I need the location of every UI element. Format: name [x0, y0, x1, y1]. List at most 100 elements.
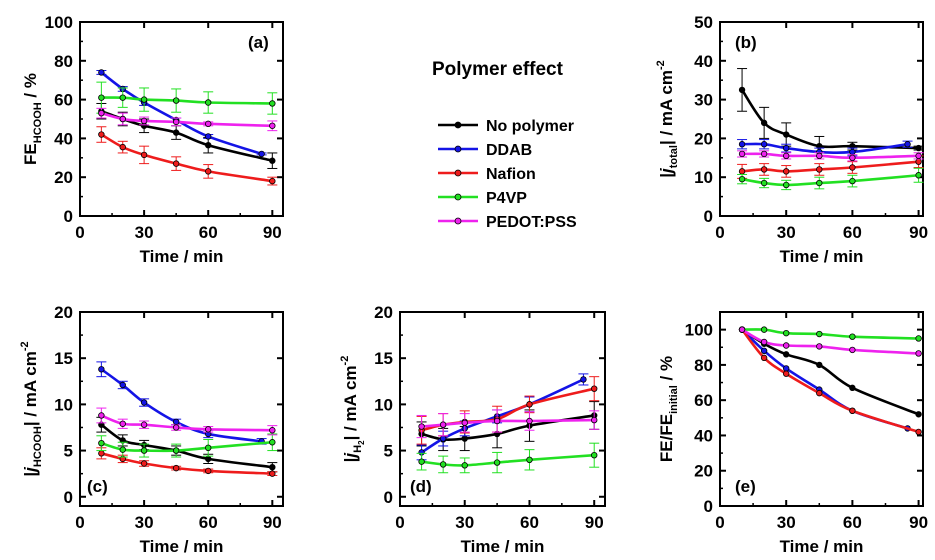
data-point [760, 354, 768, 362]
data-point [849, 407, 856, 414]
y-axis-title-tail: | / mA cm [21, 351, 40, 426]
data-point [526, 401, 533, 408]
y-tick-label: 80 [694, 356, 713, 375]
legend-title: Polymer effect [432, 59, 564, 80]
data-point [816, 166, 823, 173]
x-tick-label: 30 [135, 513, 154, 532]
series-pedot-pss [738, 326, 922, 357]
legend-swatch-marker [454, 217, 462, 225]
x-tick-label: 60 [843, 513, 862, 532]
x-tick-label: 90 [585, 513, 604, 532]
y-axis-title-sup: -2 [19, 341, 31, 351]
legend-label: No polymer [486, 118, 574, 135]
data-point [98, 366, 105, 373]
data-point [172, 160, 180, 167]
data-point [461, 462, 468, 469]
x-tick-label: 90 [263, 513, 282, 532]
x-tick-label: 0 [395, 513, 404, 532]
data-point [738, 86, 746, 94]
x-tick-label: 90 [909, 513, 928, 532]
x-tick-label: 90 [263, 223, 282, 242]
series-p4vp [738, 326, 922, 342]
y-tick-label: 10 [54, 395, 73, 414]
data-point [205, 99, 212, 106]
data-point [172, 418, 180, 426]
x-tick-label: 60 [199, 223, 218, 242]
y-tick-label: 0 [64, 488, 73, 507]
data-point [269, 427, 276, 434]
x-axis-title: Time / min [140, 247, 224, 266]
data-point [915, 411, 922, 418]
data-point [269, 157, 276, 164]
data-point [119, 446, 126, 453]
y-axis-title-bar: | [657, 173, 676, 178]
plot-frame [399, 311, 606, 507]
data-point [269, 100, 276, 107]
y-axis-title-sub: total [668, 145, 680, 168]
data-point [849, 148, 856, 156]
x-axis-title: Time / min [461, 537, 545, 556]
data-point [816, 152, 823, 160]
data-point [493, 459, 501, 466]
y-tick-label: 15 [54, 349, 73, 368]
data-point [580, 376, 587, 383]
series-pedot-pss [96, 107, 278, 132]
chart-panel-5: 0 30 60 90 0 20 40 60 80 100 Time / min FE/FEinitia… [657, 311, 928, 556]
data-point [816, 389, 823, 397]
data-point [269, 439, 276, 446]
plot-frame [719, 311, 924, 507]
data-point [849, 333, 856, 340]
data-point [849, 384, 856, 392]
legend-label: PEDOT:PSS [486, 214, 577, 231]
data-point [205, 444, 212, 451]
y-axis-title-sub: HCOOH [32, 102, 44, 143]
y-axis-title-sub: HCOOH [32, 426, 44, 467]
data-point [205, 426, 212, 433]
y-tick-label: 15 [374, 349, 393, 368]
data-point [760, 179, 768, 187]
data-point [782, 181, 790, 189]
x-tick-label: 60 [843, 223, 862, 242]
y-tick-label: 20 [54, 303, 73, 322]
y-tick-label: 100 [45, 13, 73, 32]
data-point [760, 326, 768, 333]
panel-letter: (b) [735, 33, 757, 52]
y-tick-label: 10 [374, 395, 393, 414]
data-point [816, 343, 823, 350]
y-axis-title-sub2: 2 [357, 440, 366, 445]
series-line [741, 328, 919, 355]
y-axis-title: |jtotal| / mA cm-2 [655, 60, 680, 178]
x-tick-label: 60 [520, 513, 539, 532]
y-axis-title: |jHCOOH| / mA cm-2 [19, 341, 44, 476]
data-point [205, 120, 212, 128]
data-point [760, 166, 768, 173]
data-point [760, 347, 768, 354]
y-tick-label: 20 [694, 462, 713, 481]
y-axis-title-sub: initial [668, 385, 680, 414]
series-line [101, 96, 273, 105]
series-p4vp [416, 442, 600, 474]
data-point [98, 450, 105, 457]
data-point [119, 420, 126, 427]
y-axis-title-sub: H [352, 445, 364, 453]
data-point [418, 423, 425, 430]
y-axis-title-sup: -2 [339, 356, 351, 366]
data-point [849, 154, 856, 161]
data-point [782, 168, 790, 175]
data-point [172, 447, 180, 454]
y-tick-label: 50 [694, 13, 713, 32]
legend-entry-nafion: Nafion [438, 166, 536, 183]
data-point [782, 365, 790, 372]
legend-swatch-marker [454, 145, 462, 153]
data-point [269, 177, 276, 185]
data-point [140, 399, 148, 406]
series-no-polymer [737, 68, 924, 157]
data-point [760, 119, 768, 127]
data-point [591, 451, 598, 459]
data-point [140, 96, 148, 103]
data-point [915, 428, 922, 436]
data-point [119, 143, 126, 151]
panel-letter: (e) [735, 477, 756, 496]
data-point [782, 342, 790, 349]
data-point [816, 179, 823, 187]
